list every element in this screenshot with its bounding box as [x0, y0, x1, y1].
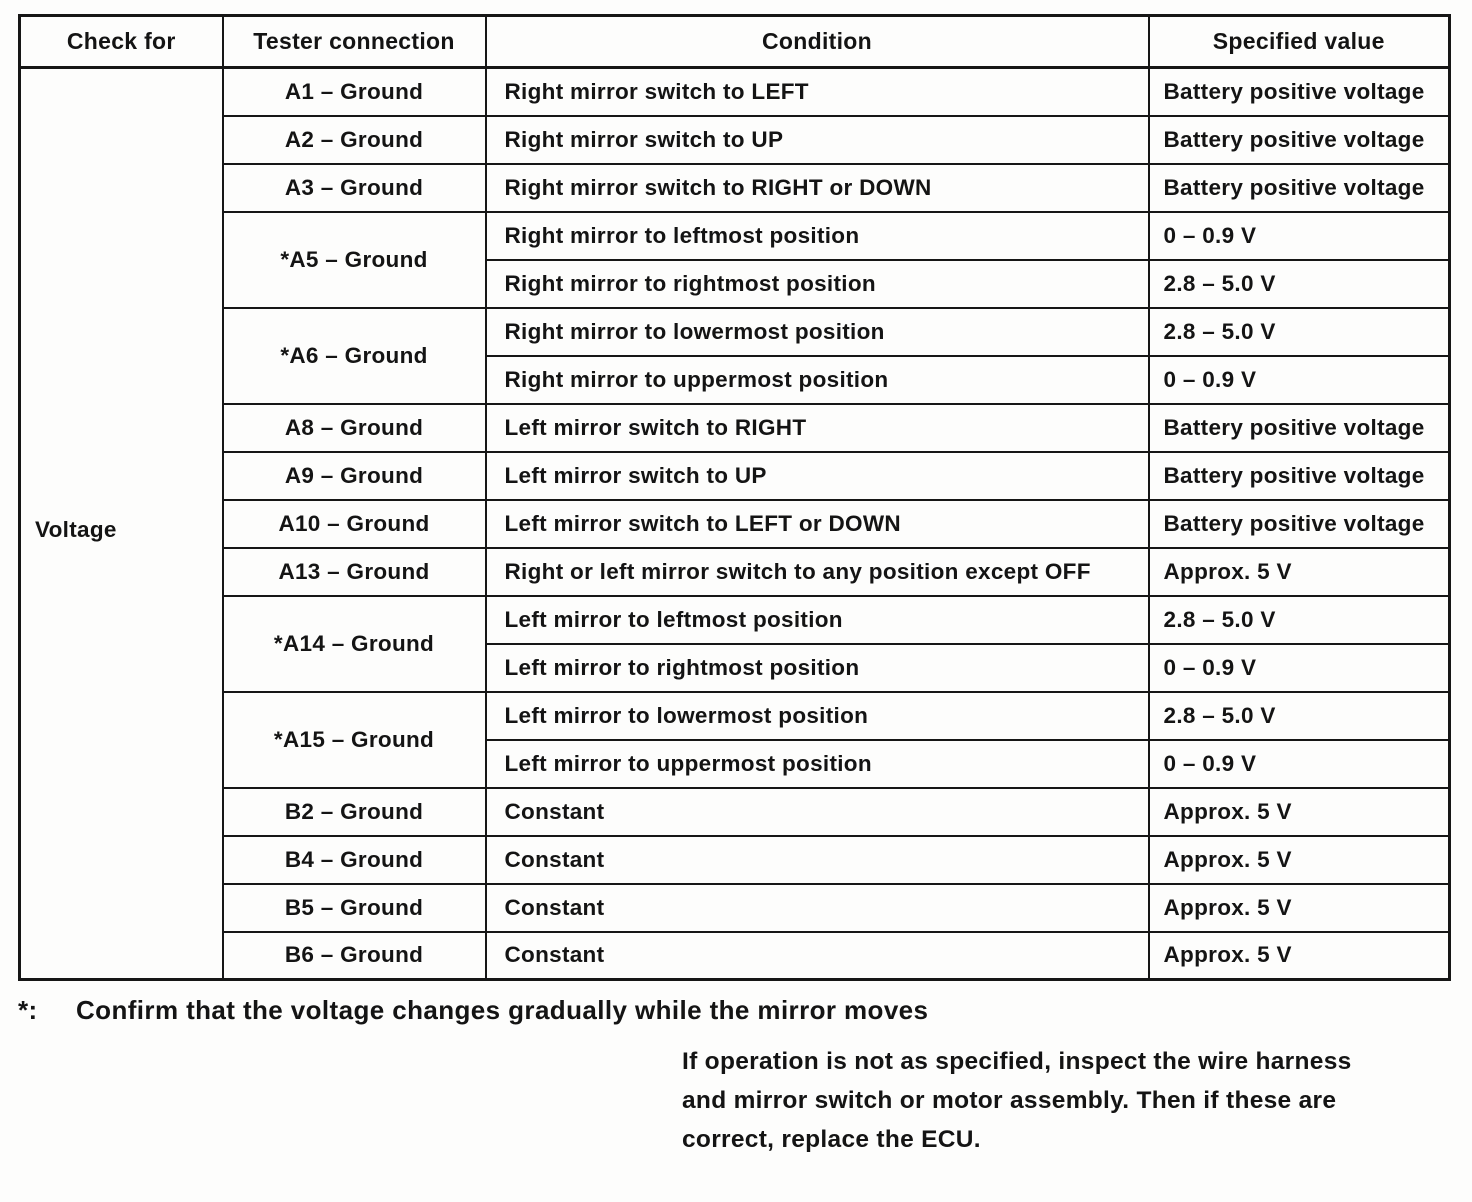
tester-connection-cell: A10 – Ground: [221, 498, 487, 549]
instruction-line: and mirror switch or motor assembly. The…: [682, 1087, 1337, 1114]
specified-value-cell: Battery positive voltage: [1147, 162, 1451, 213]
tester-connection-cell: B5 – Ground: [221, 882, 487, 933]
table-row: *A14 – Ground Left mirror to leftmost pos…: [20, 594, 1451, 693]
table-row: B2 – Ground Constant Approx. 5 V: [20, 786, 1451, 837]
instruction-paragraph: If operation is not as specified, inspec…: [682, 1042, 1448, 1159]
table-row: B5 – Ground Constant Approx. 5 V: [20, 882, 1451, 933]
specified-value-cell: 0 – 0.9 V: [1147, 738, 1451, 789]
tester-connection-cell: *A5 – Ground: [221, 210, 487, 309]
specified-value-cell: Battery positive voltage: [1147, 114, 1451, 165]
specified-value-cell: Approx. 5 V: [1147, 930, 1451, 981]
table-row: Left mirror to rightmost position 0 – 0.9…: [20, 642, 1451, 693]
specified-value-cell: Approx. 5 V: [1147, 786, 1451, 837]
specified-value-cell: 2.8 – 5.0 V: [1147, 690, 1451, 741]
table-row: Right mirror to uppermost position 0 – 0.…: [20, 354, 1451, 405]
specified-value-cell: 2.8 – 5.0 V: [1147, 306, 1451, 357]
table-row: A8 – Ground Left mirror switch to RIGHT Ba…: [20, 402, 1451, 453]
table-row: A3 – Ground Right mirror switch to RIGHT …: [20, 162, 1451, 213]
condition-cell: Constant: [484, 882, 1150, 933]
table-body: Voltage A1 – Ground Right mirror switch to…: [18, 66, 1451, 981]
table-row: Voltage A1 – Ground Right mirror switch to…: [18, 66, 1451, 981]
table-row: Left mirror to uppermost position 0 – 0.9…: [20, 738, 1451, 789]
table-row: Right mirror to rightmost position 2.8 – …: [20, 258, 1451, 309]
specified-value-cell: Approx. 5 V: [1147, 834, 1451, 885]
tester-connection-cell: A2 – Ground: [221, 114, 487, 165]
table-row: *A6 – Ground Right mirror to lowermost po…: [20, 306, 1451, 405]
specified-value-cell: 0 – 0.9 V: [1147, 354, 1451, 405]
table-head-row: Check for Tester connection Condition Speci…: [18, 14, 1451, 69]
footnote-text: Confirm that the voltage changes gradual…: [76, 995, 929, 1025]
condition-cell: Constant: [484, 930, 1150, 981]
specified-value-cell: 2.8 – 5.0 V: [1147, 594, 1451, 645]
header-cell: Specified value: [1147, 14, 1451, 69]
specified-value-cell: Approx. 5 V: [1147, 546, 1451, 597]
table-row: B6 – Ground Constant Approx. 5 V: [20, 930, 1451, 981]
table-row: *A15 – Ground Left mirror to lowermost po…: [20, 690, 1451, 789]
instruction-line: If operation is not as specified, inspec…: [682, 1048, 1352, 1075]
table-row: B4 – Ground Constant Approx. 5 V: [20, 834, 1451, 885]
specified-value-cell: Battery positive voltage: [1147, 66, 1451, 117]
condition-cell: Constant: [484, 786, 1150, 837]
header-cell: Tester connection: [221, 14, 487, 69]
condition-cell: Left mirror switch to UP: [484, 450, 1150, 501]
condition-cell: Right mirror to leftmost position: [484, 210, 1150, 261]
table-row: A9 – Ground Left mirror switch to UP Batte…: [20, 450, 1451, 501]
specified-value-cell: Battery positive voltage: [1147, 402, 1451, 453]
tester-connection-cell: A9 – Ground: [221, 450, 487, 501]
tester-connection-cell: B6 – Ground: [221, 930, 487, 981]
specified-value-cell: 0 – 0.9 V: [1147, 210, 1451, 261]
condition-cell: Left mirror switch to LEFT or DOWN: [484, 498, 1150, 549]
table-row: A13 – Ground Right or left mirror switch …: [20, 546, 1451, 597]
specified-value-cell: 2.8 – 5.0 V: [1147, 258, 1451, 309]
header-cell: Condition: [484, 14, 1150, 69]
tester-connection-cell: B4 – Ground: [221, 834, 487, 885]
condition-cell: Left mirror to lowermost position: [484, 690, 1150, 741]
condition-cell: Left mirror to leftmost position: [484, 594, 1150, 645]
specified-value-cell: Approx. 5 V: [1147, 882, 1451, 933]
condition-cell: Constant: [484, 834, 1150, 885]
tester-connection-cell: B2 – Ground: [221, 786, 487, 837]
condition-cell: Right mirror switch to UP: [484, 114, 1150, 165]
condition-cell: Right mirror to uppermost position: [484, 354, 1150, 405]
tester-connection-cell: *A14 – Ground: [221, 594, 487, 693]
specified-value-cell: Battery positive voltage: [1147, 450, 1451, 501]
condition-cell: Right or left mirror switch to any posit…: [484, 546, 1150, 597]
specified-value-cell: Battery positive voltage: [1147, 498, 1451, 549]
tester-connection-cell: *A6 – Ground: [221, 306, 487, 405]
condition-cell: Right mirror switch to RIGHT or DOWN: [484, 162, 1150, 213]
table-row: A2 – Ground Right mirror switch to UP Batt…: [20, 114, 1451, 165]
table-row: *A5 – Ground Right mirror to leftmost pos…: [20, 210, 1451, 309]
condition-cell: Left mirror switch to RIGHT: [484, 402, 1150, 453]
condition-cell: Left mirror to uppermost position: [484, 738, 1150, 789]
specified-value-cell: 0 – 0.9 V: [1147, 642, 1451, 693]
tester-connection-cell: *A15 – Ground: [221, 690, 487, 789]
table-header: Check for Tester connection Condition Speci…: [18, 14, 1451, 69]
condition-cell: Right mirror to lowermost position: [484, 306, 1150, 357]
tester-connection-cell: A3 – Ground: [221, 162, 487, 213]
check-for-cell: Voltage: [18, 66, 224, 981]
header-cell: Check for: [18, 14, 224, 69]
footnote-marker: *:: [18, 995, 38, 1025]
tester-connection-cell: A13 – Ground: [221, 546, 487, 597]
condition-cell: Right mirror switch to LEFT: [484, 66, 1150, 117]
condition-cell: Right mirror to rightmost position: [484, 258, 1150, 309]
voltage-spec-table: Check for Tester connection Condition Speci…: [18, 14, 1451, 981]
tester-connection-cell: A8 – Ground: [221, 402, 487, 453]
table-row: A10 – Ground Left mirror switch to LEFT o…: [20, 498, 1451, 549]
instruction-line: correct, replace the ECU.: [682, 1126, 981, 1153]
footnote: *: Confirm that the voltage changes grad…: [18, 995, 1448, 1026]
tester-connection-cell: A1 – Ground: [221, 66, 487, 117]
condition-cell: Left mirror to rightmost position: [484, 642, 1150, 693]
